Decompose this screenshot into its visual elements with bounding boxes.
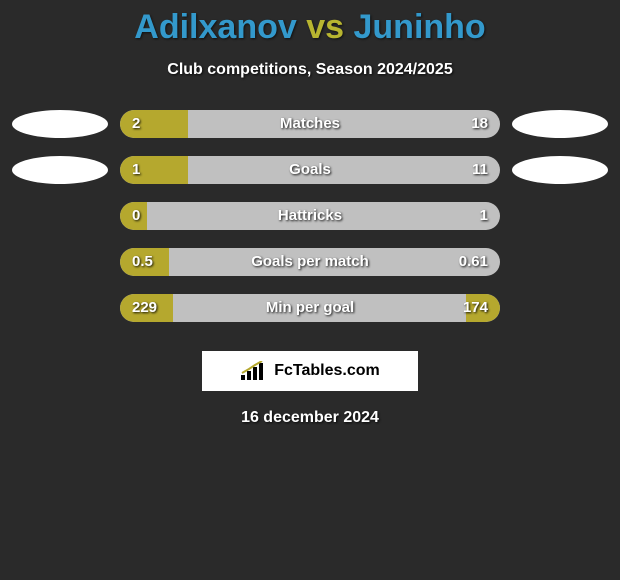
right-value: 18: [471, 110, 488, 138]
team-logo-right: [512, 156, 608, 184]
left-logo-slot: [8, 156, 112, 184]
date-label: 16 december 2024: [0, 409, 620, 427]
left-logo-slot: [8, 110, 112, 138]
stat-bar: 229Min per goal174: [120, 294, 500, 322]
stat-label: Matches: [120, 110, 500, 138]
stat-label: Hattricks: [120, 202, 500, 230]
stat-bar: 1Goals11: [120, 156, 500, 184]
stat-row: 1Goals11: [0, 147, 620, 193]
footer-label: FcTables.com: [274, 362, 380, 380]
right-logo-slot: [508, 156, 612, 184]
stat-row: 2Matches18: [0, 101, 620, 147]
right-value: 11: [472, 156, 488, 184]
chart-icon: [240, 361, 268, 381]
stat-row: 229Min per goal174: [0, 285, 620, 331]
team-logo-right: [512, 110, 608, 138]
stat-row: 0.5Goals per match0.61: [0, 239, 620, 285]
stats-container: 2Matches181Goals110Hattricks10.5Goals pe…: [0, 101, 620, 331]
stat-bar: 0Hattricks1: [120, 202, 500, 230]
right-value: 0.61: [459, 248, 488, 276]
stat-bar: 0.5Goals per match0.61: [120, 248, 500, 276]
page-title: Adilxanov vs Juninho: [0, 0, 620, 47]
right-logo-slot: [508, 110, 612, 138]
subtitle: Club competitions, Season 2024/2025: [0, 61, 620, 79]
player-b: Juninho: [354, 8, 486, 46]
stat-bar: 2Matches18: [120, 110, 500, 138]
right-value: 1: [480, 202, 488, 230]
player-a: Adilxanov: [134, 8, 296, 46]
stat-label: Min per goal: [120, 294, 500, 322]
stat-label: Goals: [120, 156, 500, 184]
right-value: 174: [463, 294, 488, 322]
stat-row: 0Hattricks1: [0, 193, 620, 239]
vs-text: vs: [306, 8, 344, 46]
team-logo-left: [12, 110, 108, 138]
stat-label: Goals per match: [120, 248, 500, 276]
team-logo-left: [12, 156, 108, 184]
footer-badge: FcTables.com: [202, 351, 418, 391]
